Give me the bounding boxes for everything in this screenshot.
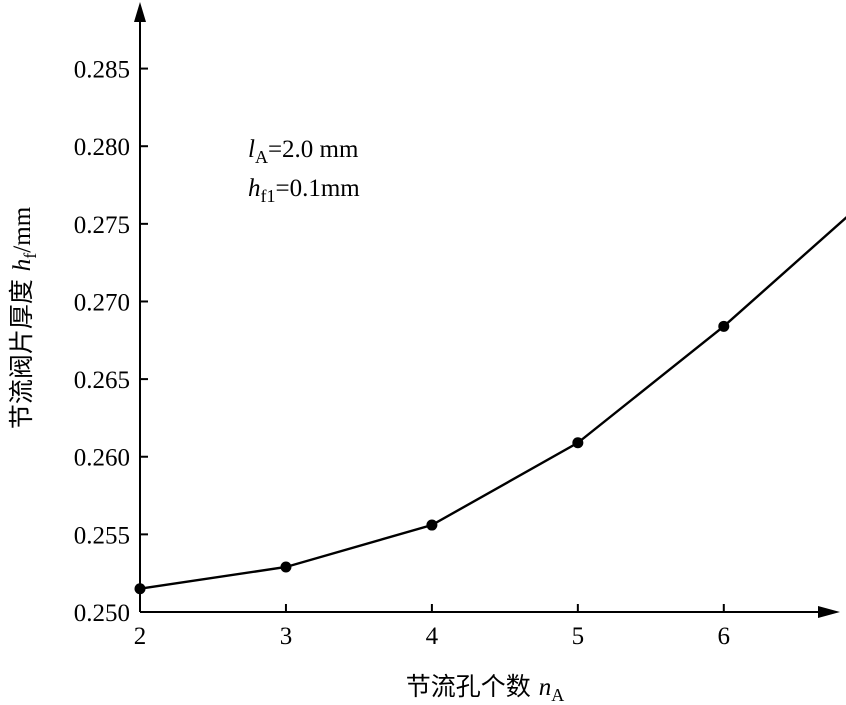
series-polyline [139, 216, 846, 590]
x-tick-label: 2 [134, 623, 147, 650]
y-tick-label: 0.260 [74, 445, 130, 472]
series-line [134, 216, 846, 595]
y-axis-title: 节流阀片厚度 hf/mm [7, 206, 40, 429]
annotation-la: lA=2.0 mm [248, 136, 359, 167]
axes [134, 2, 840, 618]
x-tick-label: 4 [426, 623, 439, 650]
y-axis-title-var: h [9, 259, 36, 272]
y-tick-label: 0.280 [74, 134, 130, 161]
y-tick-label: 0.285 [74, 57, 130, 84]
y-axis-arrow [134, 2, 146, 22]
annotation-la-sub: A [255, 147, 268, 167]
x-tick-label: 6 [718, 623, 731, 650]
data-point [280, 561, 292, 573]
x-axis-title-var: n [539, 674, 552, 701]
x-axis-arrow [818, 606, 840, 618]
data-point [134, 583, 146, 595]
data-point [426, 519, 438, 531]
data-point [572, 437, 584, 449]
y-axis-title-text: 节流阀片厚度 [7, 271, 36, 429]
y-axis-title-unit: /mm [9, 206, 36, 252]
y-tick-label: 0.275 [74, 212, 130, 239]
y-tick-label: 0.255 [74, 522, 130, 549]
x-axis-title: 节流孔个数 nA [406, 672, 564, 705]
x-ticks: 2 3 4 5 6 [134, 604, 730, 650]
x-axis-title-sub: A [551, 685, 564, 705]
annotation-hf1-sub: f1 [261, 186, 276, 206]
annotation-hf1-var: h [248, 175, 261, 202]
x-axis-title-text: 节流孔个数 [406, 672, 539, 701]
annotation-hf1: hf1=0.1mm [248, 175, 360, 206]
y-axis-title-sub: f [20, 253, 40, 259]
x-tick-label: 3 [280, 623, 293, 650]
annotation-la-var: l [248, 136, 255, 163]
data-point [718, 320, 730, 332]
y-tick-label: 0.270 [74, 289, 130, 316]
annotation-hf1-text: =0.1mm [276, 175, 361, 202]
annotation-block: lA=2.0 mm hf1=0.1mm [248, 136, 360, 206]
y-ticks: 0.250 0.255 0.260 0.265 0.270 0.275 0.280 0.285 [74, 57, 148, 627]
annotation-la-text: =2.0 mm [268, 136, 359, 163]
x-tick-label: 5 [572, 623, 585, 650]
y-tick-label: 0.265 [74, 367, 130, 394]
y-tick-label: 0.250 [74, 600, 130, 627]
